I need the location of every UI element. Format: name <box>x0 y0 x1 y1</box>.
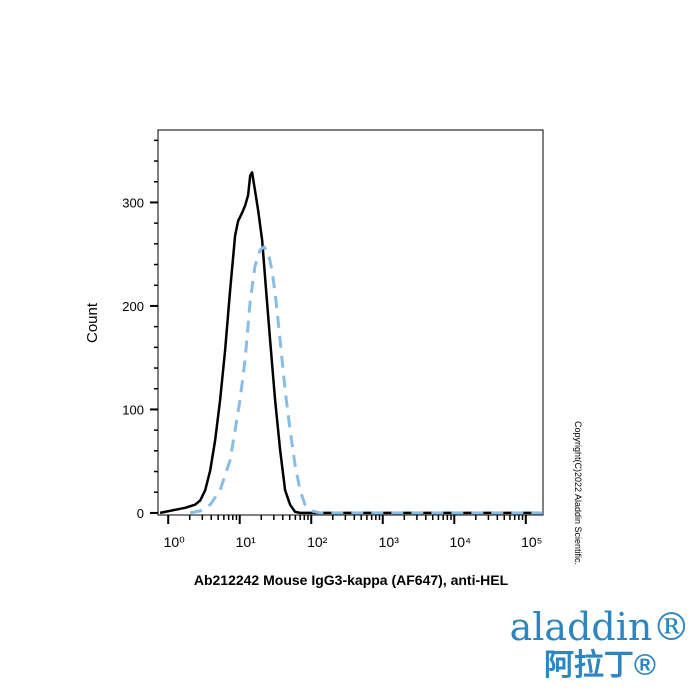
logo-chinese: 阿拉丁® <box>544 648 656 682</box>
y-tick-label: 200 <box>122 299 144 314</box>
y-tick-label: 0 <box>137 506 144 521</box>
x-axis-label: Ab212242 Mouse IgG3-kappa (AF647), anti-… <box>194 572 509 588</box>
y-tick-label: 100 <box>122 402 144 417</box>
histogram-line <box>189 245 543 515</box>
x-tick-label: 10⁵ <box>521 534 542 550</box>
logo-name: aladdin® <box>510 605 691 649</box>
x-tick-label: 10⁰ <box>164 534 186 550</box>
x-tick-label: 10⁴ <box>449 534 471 550</box>
plot-frame <box>157 129 544 516</box>
y-axis-label: Count <box>84 302 101 343</box>
y-tick-label: 300 <box>122 195 144 210</box>
copyright: Copyright(C)2022 Aladdin Scientific. <box>573 421 583 565</box>
x-tick-label: 10² <box>307 534 328 550</box>
histogram-line <box>159 171 543 515</box>
x-tick-label: 10¹ <box>236 534 257 550</box>
x-tick-label: 10³ <box>379 534 400 550</box>
